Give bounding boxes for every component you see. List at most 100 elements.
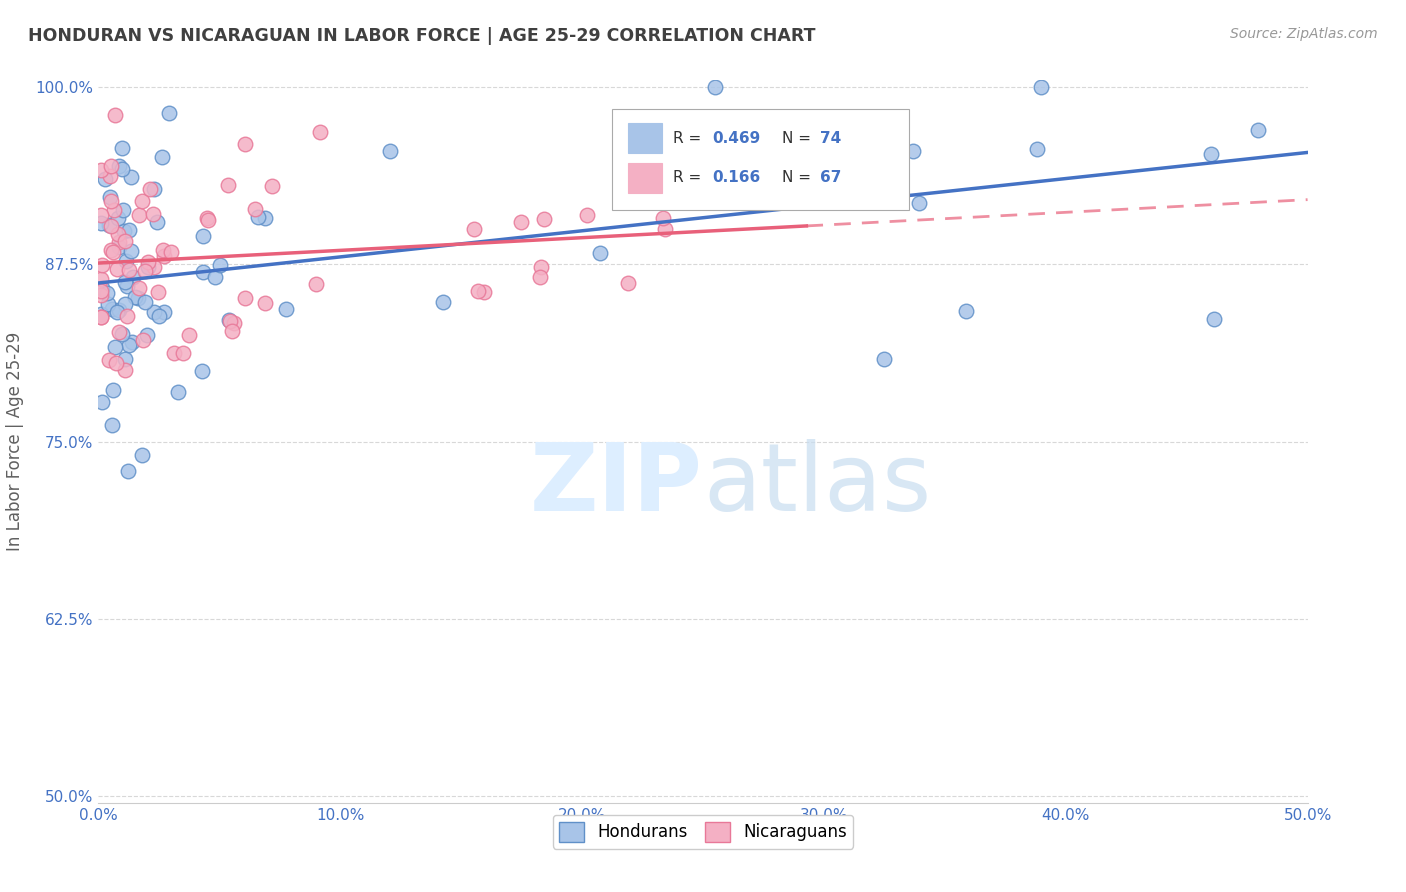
Point [1247,123,1270,137]
Point [177,328,200,343]
Point [472,285,495,300]
Legend: Hondurans, Nicaraguans: Hondurans, Nicaraguans [553,815,853,848]
Point [101,245,124,260]
Point [111,141,134,155]
Point [148,309,170,323]
Point [1029,80,1052,95]
Point [796,171,818,186]
Point [107,227,129,241]
Point [136,260,159,274]
Bar [628,123,662,153]
Point [103,384,125,398]
Point [955,303,977,318]
Point [467,284,489,298]
Point [98,353,121,368]
Point [131,448,153,462]
Point [134,263,156,277]
Point [120,244,142,258]
Point [160,244,183,259]
Point [118,337,141,351]
Point [121,335,143,350]
Point [723,145,745,159]
Point [98,190,121,204]
Point [142,182,165,196]
Point [142,207,165,221]
Point [233,137,256,152]
Point [118,262,141,277]
Point [97,297,120,311]
Point [191,229,214,244]
Point [190,363,212,377]
Point [218,313,240,327]
Point [96,286,118,301]
Point [533,211,555,226]
Point [262,178,284,193]
Point [617,277,640,291]
Point [197,213,219,227]
Point [90,272,112,286]
Point [124,290,146,304]
Point [308,125,330,139]
Point [218,314,240,328]
Text: Source: ZipAtlas.com: Source: ZipAtlas.com [1230,27,1378,41]
Point [90,207,112,221]
Point [90,310,112,324]
Point [146,285,169,299]
Point [112,224,135,238]
Point [100,219,122,233]
Point [90,258,112,272]
Point [246,210,269,224]
Text: ZIP: ZIP [530,439,703,531]
Point [157,105,180,120]
Point [107,211,129,226]
Point [713,114,735,128]
Point [463,222,485,236]
Point [115,253,138,268]
Text: R =: R = [672,130,706,145]
Point [163,346,186,360]
Point [105,261,128,276]
Text: 0.469: 0.469 [713,130,761,145]
Point [114,363,136,377]
Point [100,243,122,257]
Point [305,277,328,292]
Point [101,302,124,317]
Point [100,194,122,208]
Point [93,171,115,186]
Point [114,275,136,289]
Point [90,284,112,298]
Point [136,255,159,269]
Point [111,161,134,176]
Point [233,292,256,306]
Point [107,235,129,250]
Point [529,260,551,274]
Point [1025,142,1047,156]
Point [128,208,150,222]
Point [509,215,531,229]
Text: HONDURAN VS NICARAGUAN IN LABOR FORCE | AGE 25-29 CORRELATION CHART: HONDURAN VS NICARAGUAN IN LABOR FORCE | … [28,27,815,45]
Point [100,159,122,173]
Point [143,305,166,319]
Point [638,130,661,145]
Point [135,327,157,342]
Point [114,234,136,248]
Point [101,418,124,433]
Point [131,194,153,209]
Point [114,352,136,367]
Point [90,281,112,295]
Point [217,178,239,193]
Point [139,182,162,196]
Text: R =: R = [672,170,706,186]
Point [90,288,112,302]
Point [172,345,194,359]
Text: atlas: atlas [703,439,931,531]
Point [276,302,298,317]
Point [110,326,132,341]
Text: N =: N = [782,170,815,186]
Point [105,304,128,318]
Point [122,270,145,285]
Point [107,160,129,174]
Point [117,464,139,478]
Point [104,356,127,370]
Point [90,216,112,230]
